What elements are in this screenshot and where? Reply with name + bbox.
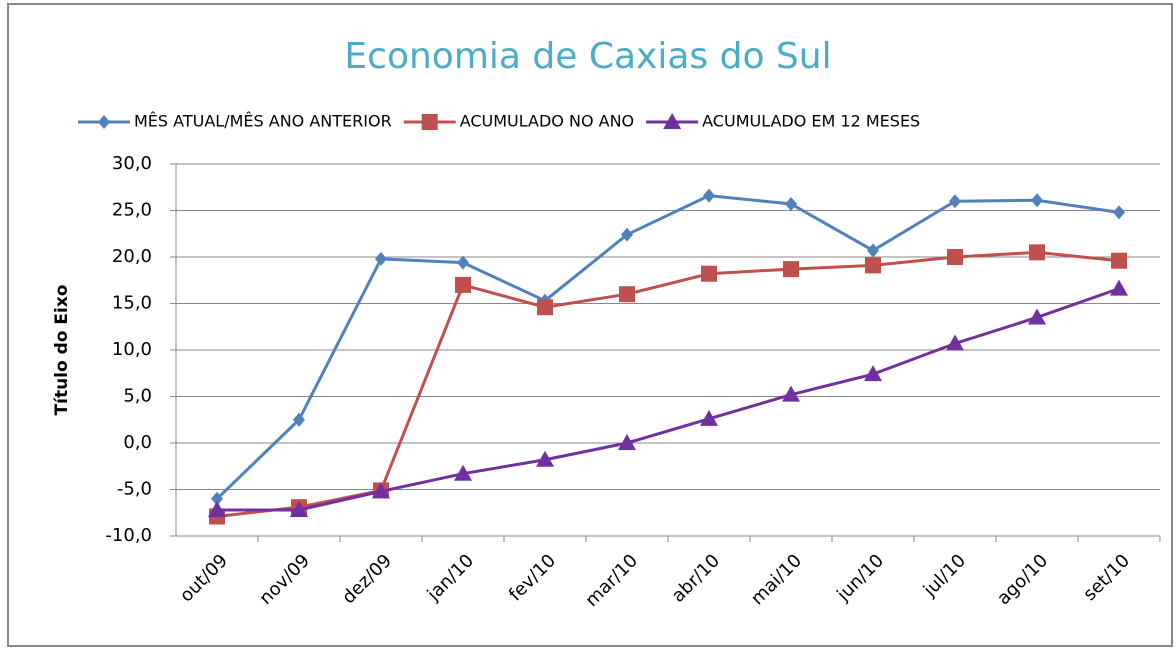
y-tick-label: 25,0 [112, 200, 152, 221]
y-tick-label: 10,0 [112, 339, 152, 360]
data-point [865, 257, 881, 274]
data-point [293, 412, 305, 427]
data-point [949, 194, 961, 209]
legend-label: ACUMULADO NO ANO [460, 112, 634, 131]
data-point [1029, 244, 1045, 261]
y-tick-label: 20,0 [112, 246, 152, 267]
y-tick-label: -5,0 [117, 479, 152, 500]
y-tick-label: -10,0 [105, 525, 152, 546]
data-point [1031, 193, 1043, 208]
data-point [946, 334, 964, 351]
data-point [211, 491, 223, 506]
series-line [215, 194, 1120, 500]
series-line [217, 287, 1120, 512]
data-point [375, 251, 387, 266]
legend-marker [663, 113, 682, 129]
data-point [290, 500, 308, 517]
data-point [1110, 279, 1128, 296]
y-tick-label: 30,0 [112, 153, 152, 174]
data-point [208, 500, 226, 517]
data-point [1111, 252, 1127, 269]
y-tick-label: 5,0 [123, 386, 152, 407]
data-point [701, 265, 717, 282]
y-axis-title: Título do Eixo [52, 285, 72, 416]
legend-marker [421, 114, 438, 130]
data-point [454, 464, 472, 481]
legend-marker [98, 115, 110, 129]
data-point [618, 434, 636, 450]
data-point [621, 227, 633, 242]
data-point [782, 385, 800, 402]
data-point [619, 286, 635, 303]
data-point [703, 188, 715, 203]
y-tick-label: 15,0 [112, 293, 152, 314]
data-point [867, 243, 879, 258]
data-point [372, 482, 390, 499]
data-point [537, 299, 553, 316]
legend-label: ACUMULADO EM 12 MESES [702, 112, 920, 131]
chart-title: Economia de Caxias do Sul [344, 36, 831, 77]
data-point [947, 249, 963, 265]
legend-label: MÊS ATUAL/MÊS ANO ANTERIOR [134, 112, 392, 131]
data-point [1028, 308, 1046, 325]
data-point [536, 450, 554, 467]
data-point [455, 276, 471, 293]
data-point [785, 196, 797, 211]
chart-border [7, 3, 1173, 647]
data-point [1113, 205, 1125, 220]
data-point [700, 409, 718, 426]
data-point [457, 255, 469, 270]
y-tick-label: 0,0 [123, 432, 152, 453]
data-point [864, 365, 882, 382]
data-point [783, 261, 799, 278]
